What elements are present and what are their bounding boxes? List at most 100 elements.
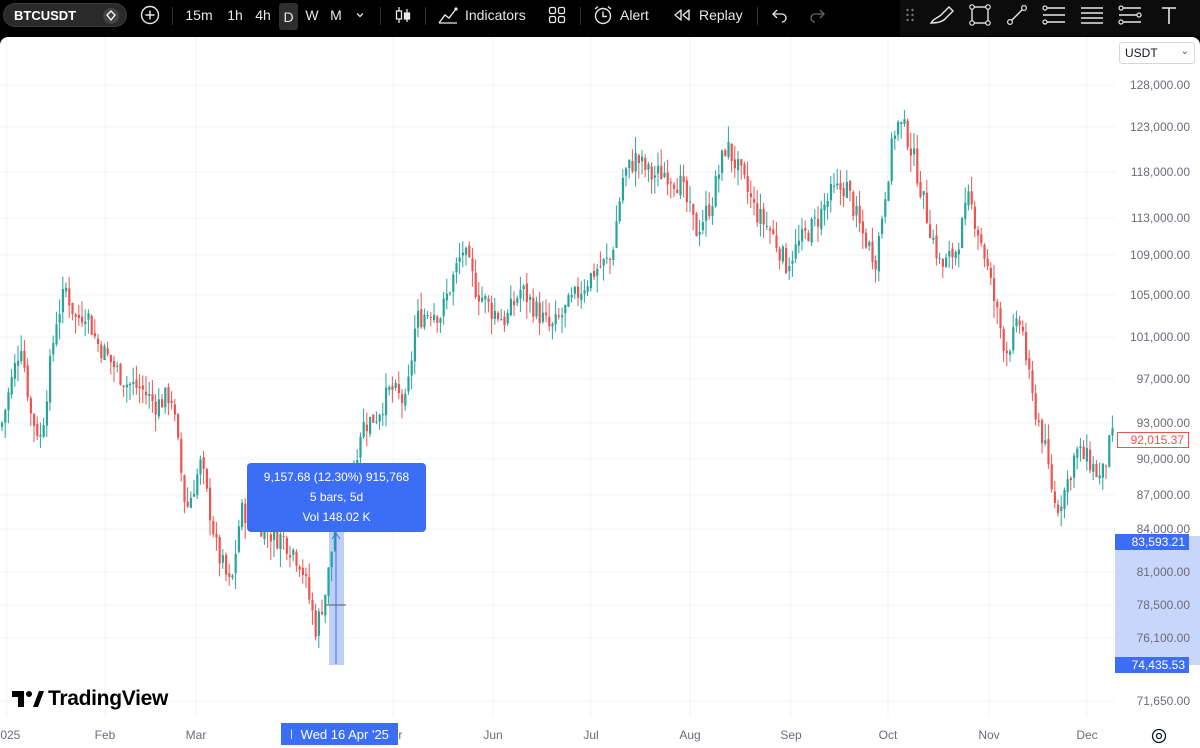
candle-body xyxy=(797,240,800,246)
prediction-icon xyxy=(1118,5,1142,25)
time-tick-label: Dec xyxy=(1076,728,1097,742)
candle-body xyxy=(845,181,848,199)
tradingview-logo[interactable]: TradingView xyxy=(12,687,168,711)
interval-m[interactable]: M xyxy=(330,7,342,23)
candle-body xyxy=(1095,463,1098,478)
candle-body xyxy=(189,497,192,508)
indicators-label: Indicators xyxy=(465,7,526,23)
candle-body xyxy=(1002,328,1005,351)
rectangle-tool-button[interactable] xyxy=(966,0,994,30)
interval-d[interactable]: D xyxy=(279,3,298,30)
trend-line-icon xyxy=(1006,4,1028,26)
text-tool-button[interactable] xyxy=(1155,0,1183,30)
candle-body xyxy=(749,193,752,198)
currency-select[interactable]: USDT ⌄ xyxy=(1119,42,1195,64)
candle-body xyxy=(746,176,749,192)
candle-body xyxy=(522,285,525,289)
candle-body xyxy=(135,379,138,388)
candle-body xyxy=(52,342,55,355)
fib-tool-button[interactable] xyxy=(1040,0,1068,30)
add-symbol-button[interactable] xyxy=(138,0,162,30)
candle-body xyxy=(292,549,295,555)
candle-body xyxy=(1012,327,1015,351)
candle-body xyxy=(1057,504,1060,513)
top-toolbar: BTCUSDT 15m 1h 4h D W M Indicators Alert… xyxy=(0,0,1200,36)
candle-body xyxy=(1063,489,1066,509)
candle-body xyxy=(740,159,743,166)
candle-body xyxy=(1060,506,1063,511)
alert-button[interactable]: Alert xyxy=(592,0,656,30)
interval-dropdown-button[interactable] xyxy=(350,0,370,30)
divider xyxy=(757,7,758,25)
candle-body xyxy=(97,338,100,344)
candle-body xyxy=(989,267,992,278)
pattern-tool-button[interactable] xyxy=(1078,0,1106,30)
undo-button[interactable] xyxy=(768,0,792,30)
crosshair-time: Wed 16 Apr '25 xyxy=(300,726,389,742)
time-tick-label: Mar xyxy=(186,728,207,742)
candle-body xyxy=(705,205,708,221)
replay-button[interactable]: Replay xyxy=(672,0,748,30)
price-tick-label: 87,000.00 xyxy=(1137,488,1191,502)
candle-body xyxy=(877,236,880,272)
candle-body xyxy=(996,301,999,308)
chart-pane[interactable]: 128,000.00 123,000.00 118,000.00 113,000.00… xyxy=(0,37,1200,748)
candle-body xyxy=(868,242,871,246)
candle-body xyxy=(977,229,980,236)
chart-type-button[interactable] xyxy=(391,0,415,30)
diamond-icon[interactable] xyxy=(102,7,120,25)
chevron-down-icon: ⌄ xyxy=(1180,46,1189,57)
candle-body xyxy=(154,401,157,415)
candle-body xyxy=(314,610,317,637)
indicators-button[interactable]: Indicators xyxy=(437,0,531,30)
templates-button[interactable] xyxy=(545,0,569,30)
candle-body xyxy=(813,217,816,219)
candle-body xyxy=(925,192,928,223)
candle-body xyxy=(369,416,372,434)
candle-body xyxy=(449,292,452,294)
candle-body xyxy=(881,218,884,235)
interval-15m[interactable]: 15m xyxy=(185,7,213,23)
interval-w[interactable]: W xyxy=(305,7,319,23)
price-tick-label: 123,000.00 xyxy=(1130,120,1190,134)
candle-body xyxy=(10,377,13,395)
candle-body xyxy=(474,272,477,298)
interval-1h[interactable]: 1h xyxy=(227,7,243,23)
candle-body xyxy=(993,278,996,301)
settings-icon[interactable] xyxy=(1150,727,1168,745)
candle-body xyxy=(362,422,365,438)
candle-body xyxy=(685,180,688,203)
price-tick-label: 109,000.00 xyxy=(1130,248,1190,262)
candlestick-icon xyxy=(395,7,411,23)
candle-body xyxy=(935,235,938,259)
candle-body xyxy=(973,206,976,229)
candle-body xyxy=(39,435,42,437)
candle-body xyxy=(407,376,410,392)
candle-body xyxy=(964,202,967,220)
candle-body xyxy=(986,258,989,266)
trend-line-tool-button[interactable] xyxy=(1003,0,1031,30)
candle-body xyxy=(461,252,464,256)
interval-4h[interactable]: 4h xyxy=(255,7,271,23)
candle-body xyxy=(714,176,717,207)
candle-body xyxy=(532,297,535,317)
candle-body xyxy=(74,314,77,317)
candle-body xyxy=(391,385,394,390)
redo-button[interactable] xyxy=(805,0,829,30)
redo-icon xyxy=(810,9,825,23)
candle-body xyxy=(404,393,407,406)
prediction-tool-button[interactable] xyxy=(1116,0,1144,30)
measure-arrow xyxy=(331,532,341,540)
candle-body xyxy=(1021,326,1024,332)
candle-body xyxy=(647,164,650,170)
candle-body xyxy=(692,204,695,215)
candle-body xyxy=(193,493,196,497)
drag-handle[interactable] xyxy=(902,0,918,30)
candle-body xyxy=(932,237,935,240)
candle-body xyxy=(909,148,912,156)
price-chart[interactable]: 128,000.00 123,000.00 118,000.00 113,000.00… xyxy=(0,37,1200,748)
brush-tool-button[interactable] xyxy=(927,0,957,30)
candle-body xyxy=(385,387,388,416)
symbol-search-button[interactable]: BTCUSDT xyxy=(3,3,127,27)
candle-body xyxy=(503,316,506,326)
